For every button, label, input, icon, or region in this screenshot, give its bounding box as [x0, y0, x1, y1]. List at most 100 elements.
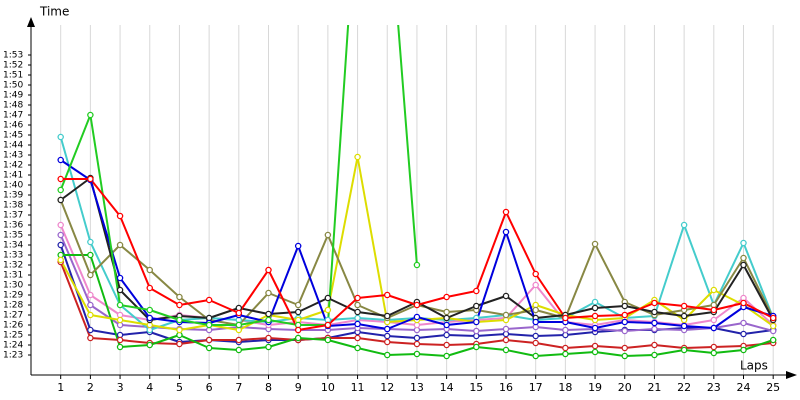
point	[265, 289, 272, 297]
y-tick-label: 1:32	[3, 261, 23, 271]
point	[651, 351, 658, 359]
point	[87, 111, 94, 119]
point	[116, 336, 124, 344]
point	[146, 284, 153, 292]
point	[413, 350, 421, 358]
y-tick-label: 1:28	[3, 301, 23, 311]
point	[205, 321, 213, 329]
point	[740, 254, 747, 262]
y-tick-label: 1:27	[3, 311, 23, 321]
point	[324, 231, 332, 239]
y-tick-label: 1:47	[3, 111, 23, 121]
point	[502, 346, 510, 354]
point	[57, 256, 64, 264]
y-tick-label: 1:41	[3, 171, 23, 181]
y-tick-label: 1:49	[3, 91, 23, 101]
point	[57, 186, 64, 194]
point	[591, 342, 599, 350]
point	[324, 336, 332, 344]
point	[769, 322, 777, 330]
x-tick-label: 24	[737, 381, 751, 394]
point	[57, 231, 64, 239]
point	[532, 352, 539, 360]
point	[532, 306, 539, 314]
y-tick-label: 1:36	[3, 221, 23, 231]
x-tick-label: 9	[295, 381, 302, 394]
point	[265, 266, 272, 274]
point	[205, 296, 213, 304]
point	[87, 175, 94, 183]
point	[57, 175, 64, 183]
point	[324, 306, 332, 314]
y-tick-label: 1:24	[3, 341, 23, 351]
point	[57, 156, 64, 164]
y-axis-title: Time	[39, 5, 69, 19]
point	[740, 299, 747, 307]
y-tick-label: 1:44	[3, 141, 23, 151]
x-tick-label: 1	[57, 381, 64, 394]
x-tick-label: 13	[410, 381, 424, 394]
point	[502, 311, 510, 319]
y-tick-label: 1:39	[3, 191, 23, 201]
y-tick-label: 1:30	[3, 281, 23, 291]
x-axis-title: Laps	[740, 359, 768, 373]
point	[146, 266, 153, 274]
point	[176, 340, 183, 348]
point	[176, 316, 183, 324]
point	[354, 320, 361, 328]
y-tick-label: 1:33	[3, 251, 23, 261]
y-tick-label: 1:29	[3, 291, 23, 301]
point	[324, 294, 332, 302]
point	[562, 326, 569, 334]
point	[651, 308, 658, 316]
point	[562, 314, 569, 322]
point	[354, 314, 361, 322]
point	[651, 325, 658, 333]
point	[740, 239, 747, 247]
point	[87, 271, 94, 279]
point	[621, 344, 629, 352]
point	[591, 312, 599, 320]
point	[235, 309, 243, 317]
point	[443, 308, 450, 316]
point	[502, 336, 510, 344]
y-tick-label: 1:42	[3, 161, 23, 171]
point	[740, 261, 747, 269]
y-tick-label: 1:40	[3, 181, 23, 191]
point	[710, 286, 718, 294]
point	[265, 316, 272, 324]
y-axis-arrow	[27, 17, 35, 27]
point	[57, 221, 64, 229]
point	[354, 301, 361, 309]
point	[710, 306, 718, 314]
x-tick-label: 23	[707, 381, 721, 394]
point	[502, 228, 510, 236]
x-tick-label: 6	[206, 381, 213, 394]
y-tick-label: 1:34	[3, 241, 23, 251]
point	[146, 314, 153, 322]
point	[680, 312, 688, 320]
y-tick-label: 1:52	[3, 61, 23, 71]
point	[87, 238, 94, 246]
point	[740, 319, 747, 327]
point	[502, 292, 510, 300]
point	[176, 301, 183, 309]
point	[413, 313, 421, 321]
point	[532, 332, 539, 340]
point	[621, 352, 629, 360]
point	[354, 294, 361, 302]
y-tick-label: 1:43	[3, 151, 23, 161]
point	[443, 331, 450, 339]
y-tick-label: 1:48	[3, 101, 23, 111]
point	[680, 302, 688, 310]
point	[146, 341, 153, 349]
point	[265, 334, 272, 342]
x-tick-label: 3	[117, 381, 124, 394]
point	[354, 153, 361, 161]
point	[562, 344, 569, 352]
x-tick-label: 17	[529, 381, 543, 394]
x-tick-label: 2	[87, 381, 94, 394]
point	[621, 327, 629, 335]
point	[591, 348, 599, 356]
point	[710, 324, 718, 332]
